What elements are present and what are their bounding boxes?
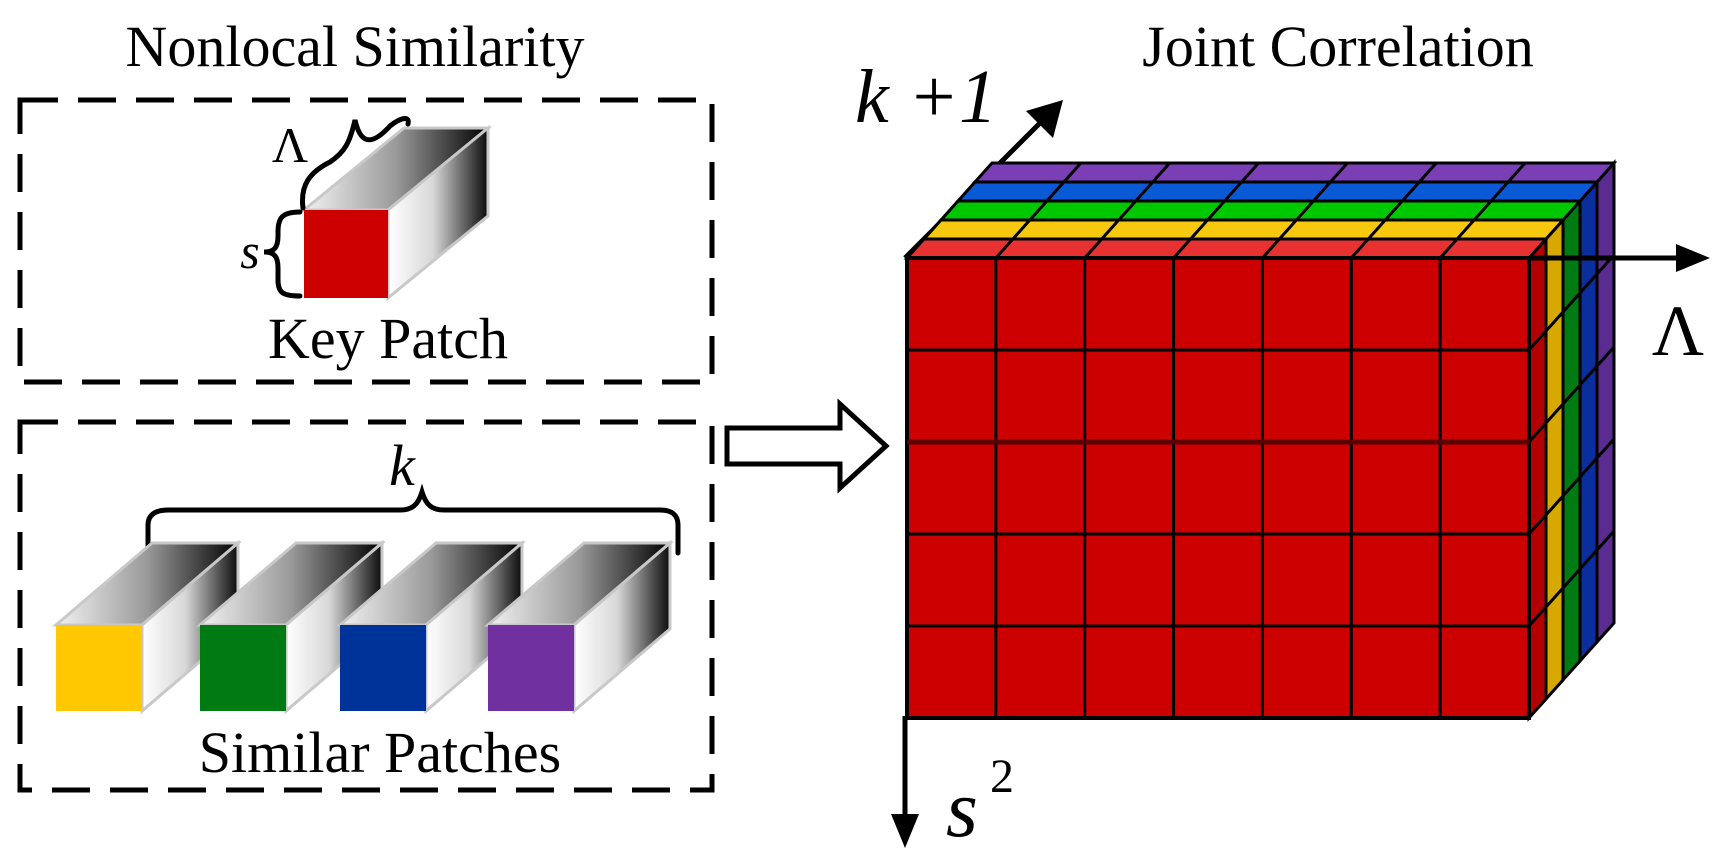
tensor-side-row-line-2 (1527, 345, 1616, 444)
spectral-axis-label: Λ (1652, 291, 1704, 371)
tensor-side-row-line-3 (1527, 437, 1616, 536)
tensor-side-layer-2 (1544, 216, 1565, 703)
vertical-axis-arrowhead (891, 814, 919, 848)
hollow-arrow (724, 398, 890, 494)
tensor-side-row-line-1 (1527, 253, 1616, 352)
tensor-top-col-line-4 (1261, 161, 1349, 260)
right-panel: Joint Correlation k +1 Λ s 2 (855, 14, 1710, 854)
vertical-axis-exponent: 2 (990, 750, 1014, 803)
key-patch-label: Key Patch (268, 306, 508, 371)
similar-patches-label: Similar Patches (199, 720, 561, 785)
key-patch-box (17, 97, 715, 385)
spectral-axis-arrowhead (1676, 244, 1710, 272)
tensor-side-row-line-4 (1527, 529, 1616, 628)
vertical-axis-label: s (946, 763, 978, 854)
similar-patch-1-face (56, 625, 142, 711)
tensor-side-layer-1 (1527, 235, 1548, 722)
similar-patch-3 (335, 539, 527, 715)
left-panel-title: Nonlocal Similarity (125, 14, 584, 79)
key-patch-prism (299, 124, 493, 302)
tensor-top-col-line-1 (994, 161, 1082, 260)
right-panel-title: Joint Correlation (1142, 14, 1533, 79)
key-patch-size-label: s (240, 223, 259, 279)
similar-patches-count-label: k (389, 433, 416, 498)
depth-axis-arrowhead (1026, 100, 1063, 138)
tensor-top-col-line-3 (1172, 161, 1260, 260)
similar-patches-count-brace (145, 483, 681, 556)
key-patch-size-brace (263, 209, 303, 299)
similar-patches-prisms (51, 539, 675, 715)
similar-patch-4-face (488, 625, 574, 711)
tensor (903, 159, 1618, 722)
tensor-top-col-line-2 (1083, 161, 1171, 260)
tensor-side-layer-4 (1578, 178, 1599, 665)
tensor-top-col-line-6 (1439, 161, 1527, 260)
similar-patch-2 (195, 539, 387, 715)
tensor-top-col-line-5 (1350, 161, 1438, 260)
depth-axis-label: k +1 (855, 55, 997, 139)
similar-patch-4 (483, 539, 675, 715)
key-patch-depth-brace (299, 116, 411, 211)
similar-patch-2-face (200, 625, 286, 711)
similar-patch-3-face (340, 625, 426, 711)
key-patch-face (304, 210, 388, 298)
tensor-side-layer-5 (1595, 159, 1616, 646)
key-patch (299, 124, 493, 302)
similar-patches-box (17, 419, 715, 793)
tensor-front-face (905, 256, 1531, 720)
tensor-side-layer-3 (1561, 197, 1582, 684)
left-panel: Nonlocal Similarity Λ s Key Patch k Simi… (17, 14, 715, 793)
key-patch-depth-label: Λ (272, 117, 308, 173)
